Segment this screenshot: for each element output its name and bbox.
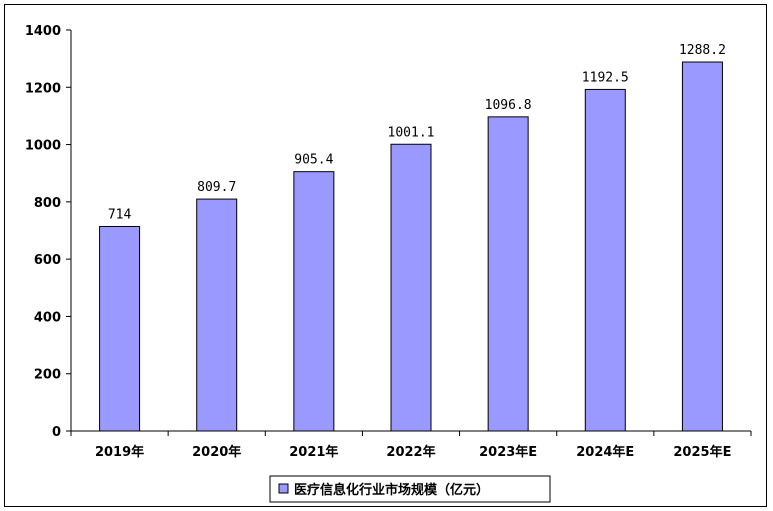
legend-label: 医疗信息化行业市场规模（亿元） [294,482,489,498]
data-label: 1288.2 [679,43,726,58]
y-tick-label: 800 [34,196,61,211]
x-tick-label: 2020年 [192,444,241,460]
y-tick-label: 1400 [25,24,61,39]
bar [390,143,432,432]
bar [293,171,335,432]
x-tick-label: 2024年E [576,444,634,460]
x-tick-label: 2019年 [95,444,144,460]
x-tick-label: 2021年 [289,444,338,460]
data-label: 809.7 [197,180,236,195]
data-label: 714 [108,207,132,222]
legend-box [269,475,551,503]
bar [681,61,723,432]
y-tick-label: 400 [34,310,61,325]
data-label: 1001.1 [388,125,435,140]
chart-frame: 0 200 400 600 800 1000 1200 1400 714 2019年 809.7 20… [4,4,767,507]
data-label: 905.4 [294,153,333,168]
legend-swatch [278,483,289,494]
y-tick-label: 600 [34,253,61,268]
bar [196,198,238,432]
bar [99,225,141,432]
bar [487,116,529,432]
x-tick-label: 2025年E [673,444,731,460]
x-tick-label: 2023年E [479,444,537,460]
data-label: 1096.8 [485,98,532,113]
y-tick-label: 200 [34,368,61,383]
bar-chart: 0 200 400 600 800 1000 1200 1400 714 2019年 809.7 20… [25,24,752,503]
bar [584,88,626,432]
y-tick-label: 0 [52,425,61,440]
data-label: 1192.5 [582,70,629,85]
y-tick-label: 1200 [25,81,61,96]
x-tick-label: 2022年 [386,444,435,460]
y-tick-label: 1000 [25,139,61,154]
